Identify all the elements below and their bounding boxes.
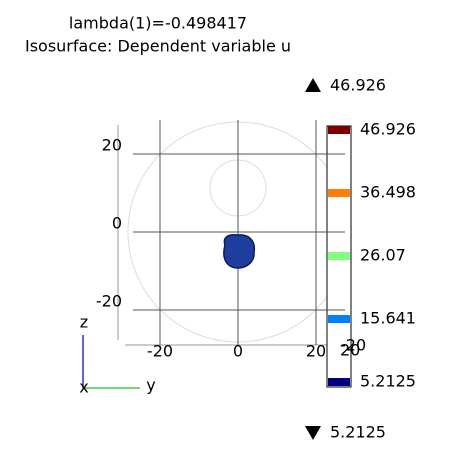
max-arrow [305,78,321,92]
colorbar-level [328,378,350,386]
colorbar-level [328,314,350,323]
chart-title: lambda(1)=-0.498417 [69,14,247,33]
axis-label: x [79,378,88,397]
colorbar-tick-label: 36.498 [360,182,416,201]
min-arrow [305,426,321,440]
min-label: 5.2125 [330,423,386,442]
isosurface [223,234,256,269]
x-tick-label: -20 [340,336,366,355]
x-tick-label: 20 [340,341,360,360]
axis-label: y [146,376,155,395]
colorbar-level [328,126,350,134]
colorbar-level [328,188,350,197]
colorbar-level [328,251,350,260]
y-tick-label: 0 [233,342,243,361]
max-label: 46.926 [330,76,386,95]
chart-subtitle: Isosurface: Dependent variable u [25,37,291,56]
z-tick-label: 20 [102,136,122,155]
y-tick-label: -20 [147,342,173,361]
colorbar-tick-label: 15.641 [360,308,416,327]
colorbar-tick-label: 5.2125 [360,372,416,391]
z-tick-label: -20 [96,292,122,311]
y-tick-label: 20 [306,342,326,361]
axis-label: z [80,313,88,332]
z-tick-label: 0 [112,214,122,233]
colorbar-tick-label: 46.926 [360,120,416,139]
colorbar-tick-label: 26.07 [360,245,406,264]
